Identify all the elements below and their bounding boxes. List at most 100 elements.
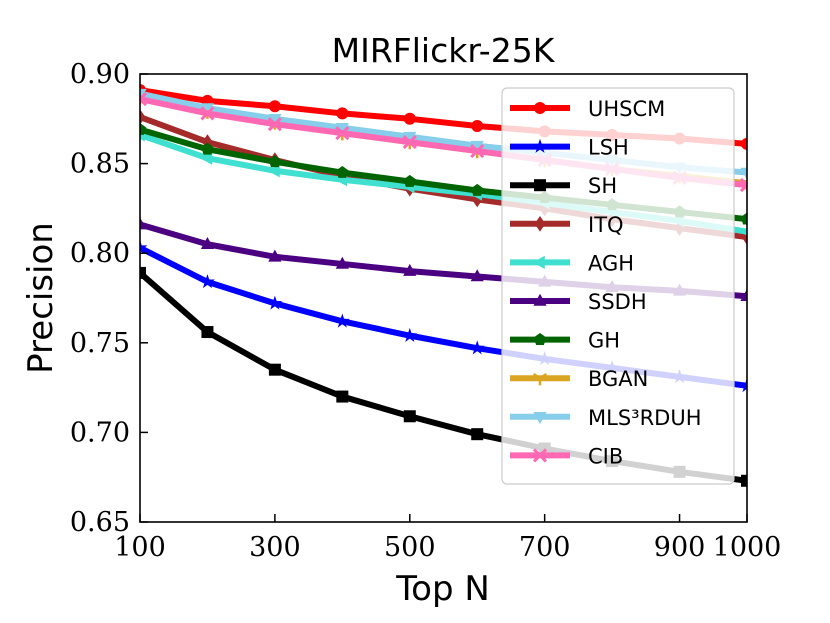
legend-marker bbox=[533, 412, 547, 424]
data-point bbox=[335, 256, 349, 269]
data-point bbox=[268, 114, 282, 126]
x-tick-label: 500 bbox=[384, 532, 436, 563]
chart-title: MIRFlickr-25K bbox=[332, 31, 556, 70]
y-axis-title: Precision bbox=[21, 222, 61, 374]
legend-label: AGH bbox=[588, 251, 634, 275]
data-point bbox=[140, 92, 148, 107]
data-point bbox=[470, 183, 484, 196]
legend-entry: SH bbox=[510, 174, 617, 198]
legend-entry: BGAN bbox=[510, 367, 648, 391]
data-point bbox=[200, 106, 215, 121]
data-point bbox=[140, 122, 147, 135]
legend-marker bbox=[533, 333, 547, 345]
data-point bbox=[471, 191, 483, 208]
y-tick-label: 0.75 bbox=[70, 328, 130, 359]
legend-label: SSDH bbox=[588, 290, 647, 314]
plot-frame bbox=[139, 73, 748, 523]
legend-entry: ITQ bbox=[510, 213, 624, 237]
legend-entry: LSH bbox=[510, 136, 629, 160]
legend-entry: SSDH bbox=[510, 290, 647, 314]
data-point bbox=[741, 474, 747, 487]
x-tick-label: 300 bbox=[249, 532, 301, 563]
data-point bbox=[739, 378, 747, 393]
data-point bbox=[268, 249, 282, 262]
x-tick-label: 1000 bbox=[713, 532, 782, 563]
data-point bbox=[470, 140, 484, 153]
data-point bbox=[470, 143, 485, 159]
legend: UHSCM LSH SH ITQ AGH SSDH GH BGAN MLS³RDUH CIB bbox=[501, 87, 735, 485]
legend-entry: CIB bbox=[510, 444, 623, 468]
data-point bbox=[201, 142, 214, 155]
data-point bbox=[335, 122, 349, 135]
data-point bbox=[202, 134, 213, 150]
y-tick-label: 0.65 bbox=[70, 507, 130, 538]
data-point bbox=[740, 289, 747, 302]
data-point bbox=[201, 326, 214, 339]
legend-marker bbox=[534, 102, 546, 114]
data-point bbox=[268, 155, 282, 168]
data-point bbox=[740, 212, 747, 225]
data-point bbox=[739, 178, 747, 193]
x-tick-label: 900 bbox=[654, 532, 706, 563]
legend-label: SH bbox=[588, 174, 617, 198]
data-point bbox=[403, 263, 417, 276]
axis-ticks: 100 300 500 700 900 1000 0.65 0.70 0.75 0.80 0.85 0… bbox=[70, 59, 781, 563]
legend-entry: AGH bbox=[510, 251, 634, 275]
data-point bbox=[140, 266, 146, 279]
x-axis-title: Top N bbox=[395, 569, 490, 609]
legend-label: LSH bbox=[588, 136, 629, 160]
data-point bbox=[140, 109, 146, 125]
data-point bbox=[336, 107, 349, 120]
data-point bbox=[469, 340, 485, 355]
data-point bbox=[200, 103, 215, 116]
legend-label: CIB bbox=[588, 444, 623, 468]
y-tick-label: 0.70 bbox=[70, 417, 130, 448]
legend-entry: GH bbox=[510, 329, 620, 353]
data-point bbox=[336, 165, 349, 178]
x-tick-label: 100 bbox=[114, 532, 166, 563]
data-point bbox=[403, 174, 417, 187]
legend-label: ITQ bbox=[588, 213, 624, 237]
data-point bbox=[334, 313, 350, 328]
data-point bbox=[739, 227, 747, 236]
legend-label: UHSCM bbox=[588, 97, 665, 121]
legend-marker bbox=[532, 255, 545, 269]
legend-marker bbox=[533, 372, 547, 386]
legend-marker bbox=[532, 138, 548, 153]
data-point bbox=[267, 295, 283, 310]
legend-label: MLS³RDUH bbox=[588, 406, 702, 430]
data-point bbox=[403, 112, 416, 125]
data-point bbox=[267, 164, 280, 178]
data-point bbox=[267, 117, 282, 132]
x-tick-label: 700 bbox=[519, 532, 571, 563]
data-point bbox=[403, 410, 416, 423]
data-point bbox=[140, 217, 147, 230]
data-point bbox=[471, 119, 484, 132]
data-point bbox=[335, 126, 350, 141]
data-point bbox=[336, 390, 349, 403]
data-point bbox=[140, 240, 148, 255]
legend-entry: MLS³RDUH bbox=[510, 406, 702, 430]
y-tick-label: 0.85 bbox=[70, 149, 130, 180]
data-point bbox=[268, 100, 281, 113]
legend-marker bbox=[534, 179, 546, 192]
data-point bbox=[200, 274, 215, 289]
legend-marker bbox=[534, 216, 546, 232]
legend-entry: UHSCM bbox=[510, 97, 665, 121]
legend-label: GH bbox=[588, 329, 620, 353]
data-point bbox=[200, 151, 213, 165]
data-point bbox=[268, 363, 281, 376]
data-point bbox=[200, 237, 215, 250]
data-point bbox=[740, 167, 747, 180]
data-point bbox=[470, 269, 484, 282]
legend-label: BGAN bbox=[588, 367, 648, 391]
data-point bbox=[741, 137, 747, 150]
y-tick-label: 0.90 bbox=[70, 59, 130, 90]
data-point bbox=[471, 428, 484, 441]
legend-marker bbox=[532, 448, 548, 463]
legend-marker bbox=[533, 293, 547, 306]
data-point bbox=[402, 135, 417, 150]
data-point bbox=[403, 131, 417, 144]
data-point bbox=[402, 327, 418, 342]
